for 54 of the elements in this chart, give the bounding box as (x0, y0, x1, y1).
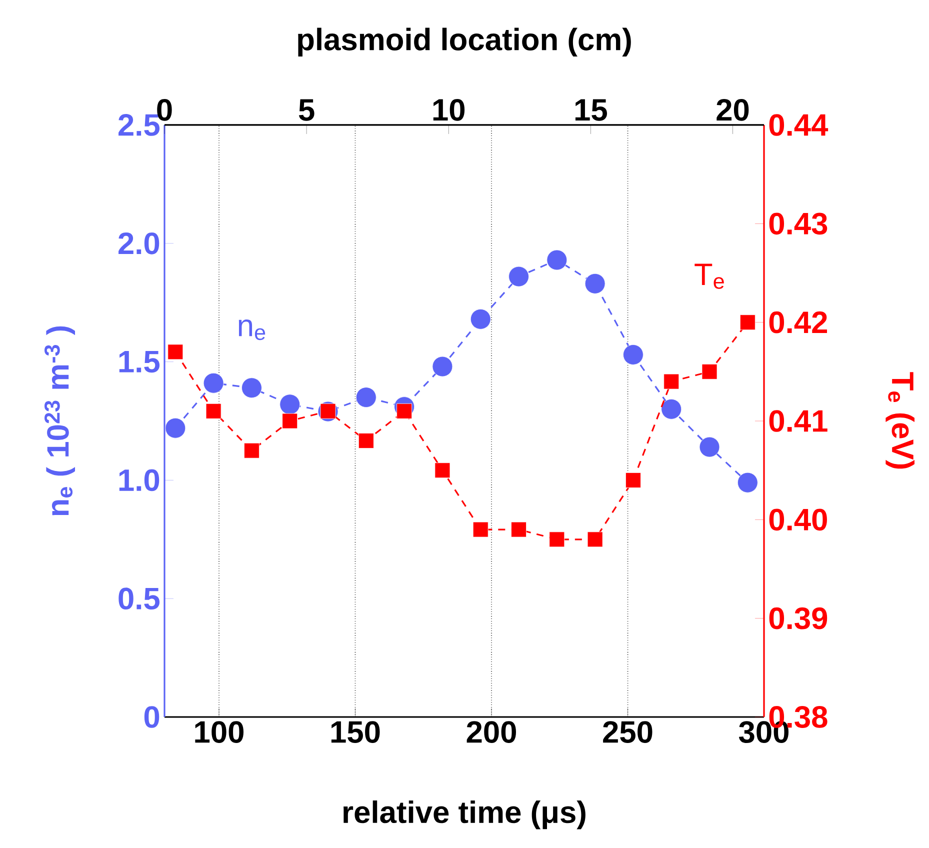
x2-tick-label: 15 (575, 99, 607, 121)
y-tick-label: 2.0 (118, 232, 160, 254)
y-tick-label: 2.5 (118, 114, 160, 136)
point (203, 372, 224, 394)
point (740, 314, 756, 330)
y-tick-label: 0 (144, 706, 160, 728)
x2-axis-title: plasmoid location (cm) (298, 28, 631, 57)
point (358, 433, 374, 448)
x2-tick-label: 5 (298, 99, 314, 121)
y2-tick-label: 0.39 (769, 607, 828, 630)
y-tick-label: 0.5 (118, 588, 160, 610)
y-tick-label: 1.5 (119, 351, 160, 373)
x-axis-title: relative time (μs) (344, 800, 586, 830)
point (168, 344, 184, 360)
point (280, 394, 300, 415)
x2-tick-label: 20 (716, 99, 749, 121)
point (511, 522, 526, 538)
y-tick-label: 1.0 (119, 469, 160, 492)
point (244, 442, 260, 458)
point (623, 344, 644, 365)
y2-tick-label: 0.44 (769, 114, 828, 136)
point (699, 436, 720, 458)
x-tick-label: 100 (195, 721, 244, 743)
y-axis-title: n$_{e}$ ( 10$^{23}$ m$^{-3}$ ) (44, 326, 75, 516)
point (702, 364, 718, 380)
point (165, 418, 186, 438)
x2-tick-label: 10 (433, 99, 465, 121)
point (206, 403, 222, 419)
y2-tick-label: 0.41 (769, 410, 828, 432)
point (472, 522, 488, 538)
point (587, 532, 603, 548)
y2-tick-label: 0.42 (769, 311, 827, 334)
point (508, 266, 529, 287)
x-tick-label: 250 (603, 721, 652, 743)
point (546, 250, 568, 270)
y2-axis-title: T$_{e}$ (eV) (886, 372, 914, 469)
point (549, 532, 565, 548)
point (470, 308, 491, 330)
point (584, 273, 606, 294)
point (432, 356, 453, 377)
y2-tick-label: 0.43 (769, 212, 828, 235)
y2-tick-label: 0.40 (769, 508, 827, 531)
series-label: n$_{e}$ (238, 320, 266, 340)
point (242, 378, 262, 398)
point (661, 398, 682, 420)
point (356, 387, 376, 408)
point (737, 472, 758, 493)
point (282, 413, 298, 429)
x-tick-label: 150 (331, 721, 380, 743)
point (664, 374, 680, 390)
series-label: T$_{e}$ (694, 264, 724, 289)
x-tick-label: 200 (466, 721, 516, 743)
point (626, 472, 641, 488)
point (434, 462, 450, 478)
